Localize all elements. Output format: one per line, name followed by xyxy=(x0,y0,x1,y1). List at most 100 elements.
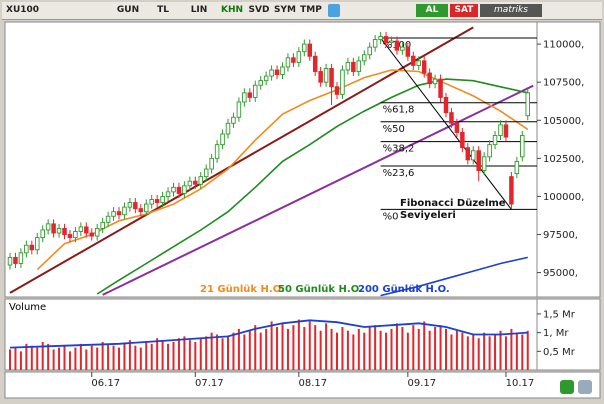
volume-bar xyxy=(161,340,164,370)
y-tick-label: 95000, xyxy=(543,268,578,279)
volume-bar xyxy=(9,349,11,370)
candle-body xyxy=(465,147,471,161)
volume-bar xyxy=(390,328,393,370)
volume-bar xyxy=(346,330,349,370)
candle-body xyxy=(525,92,531,117)
volume-bar xyxy=(439,325,442,370)
candle-body xyxy=(236,101,242,118)
candle-body xyxy=(509,176,514,205)
candle-body xyxy=(51,223,56,234)
volume-bar xyxy=(270,321,273,370)
fib-level-label: %61,8 xyxy=(383,105,415,116)
volume-bar xyxy=(248,330,251,370)
candle-body xyxy=(378,36,383,40)
candle-body xyxy=(498,124,503,136)
candle-body xyxy=(400,46,405,51)
toolbar-button[interactable]: TL xyxy=(157,5,169,15)
volume-bar xyxy=(232,332,235,370)
fib-anchor-line xyxy=(380,37,512,210)
candle-body xyxy=(231,116,236,124)
volume-bar xyxy=(79,343,82,370)
candle-body xyxy=(13,256,18,264)
volume-bar xyxy=(19,351,22,370)
toolbar-button[interactable]: SVD xyxy=(248,5,270,15)
toolbar-button[interactable]: LIN xyxy=(190,5,208,15)
volume-bar xyxy=(118,347,120,370)
candle-body xyxy=(427,72,432,85)
volume-bar xyxy=(25,343,28,370)
volume-bar xyxy=(112,345,115,370)
refresh-icon[interactable] xyxy=(560,380,574,394)
candle-body xyxy=(143,203,149,213)
twitter-icon[interactable] xyxy=(328,4,340,17)
candle-body xyxy=(62,227,67,235)
candle-body xyxy=(302,43,307,53)
x-tick-label: 08.17 xyxy=(299,378,328,389)
candle-body xyxy=(296,51,302,63)
volume-bar xyxy=(265,328,268,370)
candle-body xyxy=(492,135,498,146)
volume-bar xyxy=(303,327,306,370)
candle-body xyxy=(89,232,94,237)
volume-bar xyxy=(494,334,497,370)
toolbar-button[interactable]: TMP xyxy=(300,5,322,15)
volume-bar xyxy=(259,332,262,370)
symbol-button[interactable]: XU100 xyxy=(6,5,40,15)
toolbar-button[interactable]: KHN xyxy=(220,5,244,15)
fib-note: Fibonacci Düzelme xyxy=(400,198,506,209)
candle-body xyxy=(29,244,35,251)
volume-bar xyxy=(221,338,224,370)
settings-icon[interactable] xyxy=(578,380,592,394)
candle-body xyxy=(372,39,378,48)
candle-body xyxy=(214,144,220,159)
volume-bar xyxy=(74,347,77,370)
candle-body xyxy=(383,36,389,44)
buy-button[interactable]: AL xyxy=(416,4,448,17)
volume-bar xyxy=(167,343,170,370)
candle-body xyxy=(432,78,438,85)
legend-entry: 50 Günlük H.O. xyxy=(278,284,363,295)
trend-line xyxy=(9,26,474,294)
moving-average-line xyxy=(96,78,528,295)
volume-bar xyxy=(308,321,311,370)
sell-button[interactable]: SAT xyxy=(450,4,478,17)
toolbar-button[interactable]: SYM xyxy=(274,5,296,15)
volume-bar xyxy=(450,334,453,370)
candle-body xyxy=(356,60,362,72)
volume-bar xyxy=(401,327,404,370)
y-tick-label: 102500, xyxy=(543,154,584,165)
candle-body xyxy=(351,61,356,72)
volume-bar xyxy=(286,328,289,370)
candle-body xyxy=(307,43,313,57)
candle-body xyxy=(203,168,209,178)
volume-bar xyxy=(488,336,491,370)
volume-bar xyxy=(504,336,507,370)
volume-bar xyxy=(374,325,377,370)
moving-average-line xyxy=(380,256,528,297)
volume-bar xyxy=(139,347,142,370)
volume-bar xyxy=(341,327,344,370)
volume-bar xyxy=(96,347,99,370)
candle-body xyxy=(242,92,247,103)
candle-body xyxy=(154,199,160,203)
volume-bar xyxy=(357,328,360,370)
candle-body xyxy=(318,71,323,83)
volume-bar xyxy=(216,334,219,370)
candle-body xyxy=(127,202,133,208)
candle-body xyxy=(56,227,62,234)
candle-body xyxy=(329,68,334,88)
y-tick-label: 100000, xyxy=(543,192,584,203)
fib-level-label: %0 xyxy=(383,211,399,222)
candle-body xyxy=(182,185,187,194)
candle-body xyxy=(111,211,116,217)
volume-bar xyxy=(205,336,208,370)
candle-body xyxy=(503,124,509,138)
candle-body xyxy=(209,157,214,170)
candle-body xyxy=(100,221,105,229)
candle-body xyxy=(454,122,460,133)
candle-body xyxy=(35,237,40,251)
candle-body xyxy=(193,180,198,185)
toolbar-button[interactable]: GUN xyxy=(116,5,140,15)
